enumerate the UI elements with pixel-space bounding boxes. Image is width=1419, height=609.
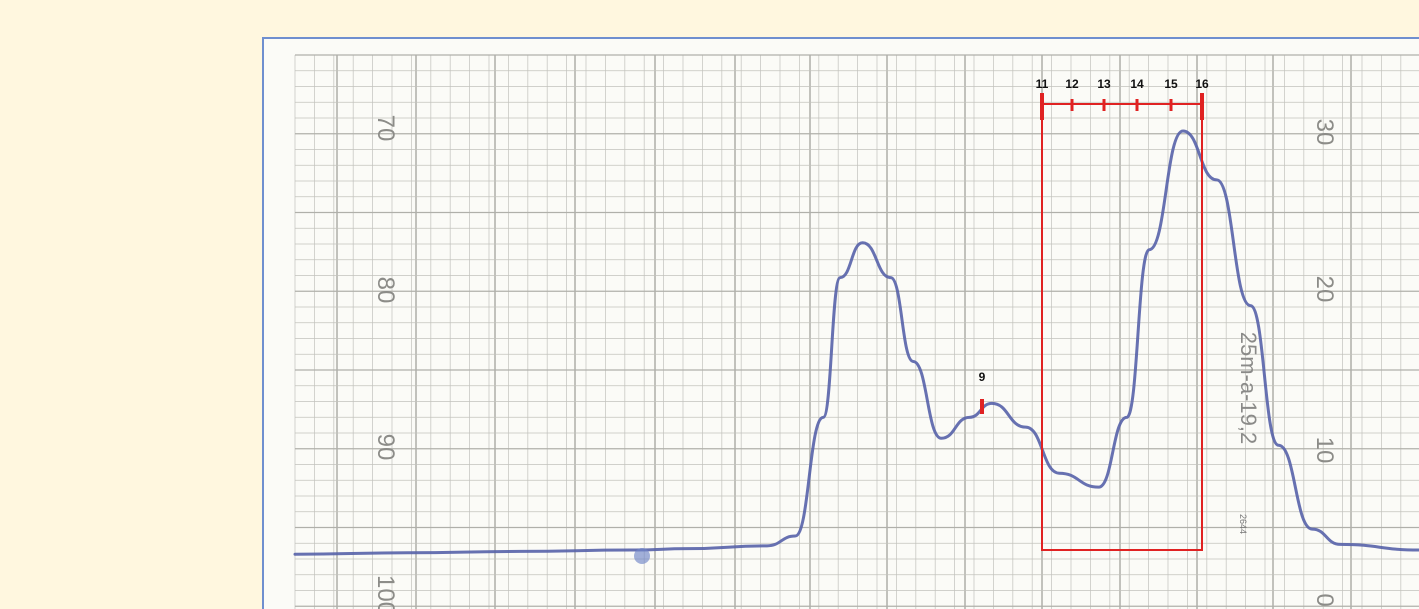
- fraction-range-labels: 11 12 13 14 15 16: [1036, 77, 1209, 91]
- right-tick-label-20: 20: [1311, 276, 1338, 303]
- fraction-label-12: 12: [1065, 77, 1079, 91]
- left-tick-label-70: 70: [372, 115, 399, 142]
- fraction-label-14: 14: [1130, 77, 1144, 91]
- fraction-label-16: 16: [1195, 77, 1209, 91]
- left-tick-label-100: 100: [372, 575, 399, 609]
- fraction-range-ticks: [1040, 93, 1204, 120]
- fraction-label-11: 11: [1036, 77, 1049, 91]
- left-scale: 70 80 90 100: [372, 115, 399, 609]
- fraction-9-label: 9: [979, 370, 986, 384]
- chart-grid: [294, 54, 1419, 609]
- right-scale: 30 20 10 0: [1311, 119, 1338, 607]
- right-tick-label-0: 0: [1311, 593, 1338, 606]
- chromatogram-trace: [293, 129, 1419, 556]
- small-code-label: 2644: [1238, 514, 1248, 534]
- fraction-label-15: 15: [1164, 77, 1178, 91]
- right-tick-label-10: 10: [1311, 437, 1338, 464]
- left-tick-label-80: 80: [372, 277, 399, 304]
- left-tick-label-90: 90: [372, 434, 399, 461]
- fraction-label-13: 13: [1097, 77, 1111, 91]
- injection-marker: [634, 548, 650, 564]
- sample-code-label: 25m-a-19,2: [1236, 332, 1261, 445]
- right-tick-label-30: 30: [1311, 119, 1338, 146]
